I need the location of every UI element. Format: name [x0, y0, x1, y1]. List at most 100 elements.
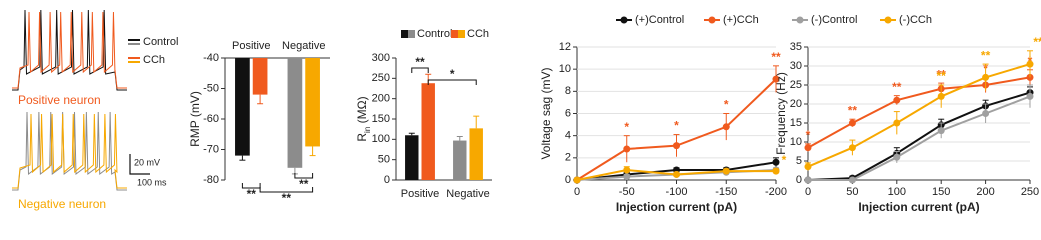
point-label: ** — [848, 103, 858, 117]
y-tick-label: 35 — [790, 41, 802, 53]
point — [804, 163, 812, 171]
y-tick-label: 150 — [372, 113, 390, 125]
legend-label: (-)Control — [811, 14, 857, 26]
x-tick-label: 200 — [976, 186, 994, 198]
y-tick-label: 25 — [790, 79, 802, 91]
bar — [305, 58, 320, 147]
series-line — [807, 91, 1031, 181]
y-tick-label: -40 — [203, 52, 219, 64]
y-tick-label: -70 — [203, 143, 219, 155]
point — [804, 144, 812, 152]
point-label: * — [624, 120, 629, 134]
x-tick-label: 150 — [932, 186, 950, 198]
point — [937, 127, 945, 135]
x-tick-label: Positive — [401, 188, 440, 200]
y-tick-label: 5 — [796, 155, 802, 167]
point — [848, 119, 856, 127]
y-tick-label: 20 — [790, 98, 802, 110]
y-tick-label: 50 — [378, 154, 390, 166]
series-line — [808, 95, 1031, 181]
y-tick-label: 300 — [372, 52, 390, 64]
y-tick-label: 200 — [372, 93, 390, 105]
y-axis-label: Frequency (Hz) — [774, 72, 788, 155]
bar — [405, 135, 419, 180]
legend-label: CCh — [143, 54, 165, 66]
point — [982, 110, 990, 117]
point — [937, 92, 945, 100]
point-label: * — [806, 128, 811, 142]
point-label: ** — [892, 80, 902, 94]
point — [893, 96, 901, 104]
y-tick-label: -60 — [203, 113, 219, 125]
point-label: ** — [937, 67, 947, 81]
y-tick-label: -80 — [203, 174, 219, 186]
legend-swatch — [401, 30, 408, 38]
bar — [421, 83, 435, 180]
point — [1026, 60, 1034, 68]
trace — [12, 9, 127, 91]
y-axis-label: Rin (MΩ) — [355, 96, 371, 141]
x-tick-label: Negative — [446, 188, 489, 200]
legend-label: (-)CCh — [899, 14, 932, 26]
annotation: * — [450, 67, 455, 81]
point — [893, 153, 901, 161]
scale-bar — [129, 154, 150, 175]
point — [623, 145, 631, 153]
y-tick-label: -50 — [203, 82, 219, 94]
bracket — [259, 187, 314, 193]
point — [722, 167, 730, 175]
point — [772, 75, 780, 83]
bar — [469, 128, 483, 180]
y-tick-label: 15 — [790, 117, 802, 129]
y-tick-label: 12 — [559, 41, 571, 53]
legend-label: (+)Control — [635, 14, 684, 26]
y-label-part: (MΩ) — [355, 96, 369, 126]
annotation: ** — [299, 177, 309, 191]
y-tick-label: 10 — [790, 136, 802, 148]
bracket — [294, 173, 314, 179]
scale-v: 20 mV — [134, 157, 160, 167]
legend-marker — [708, 16, 716, 24]
scale-t: 100 ms — [137, 177, 167, 187]
legend-swatch — [451, 30, 458, 38]
bracket — [427, 79, 477, 85]
y-tick-label: 8 — [565, 85, 571, 97]
y-tick-label: 0 — [796, 174, 802, 186]
bracket — [411, 67, 429, 73]
annotation: ** — [415, 55, 425, 69]
x-tick-label: Positive — [232, 40, 271, 52]
point-label: * — [782, 153, 787, 167]
x-tick-label: Negative — [282, 40, 325, 52]
y-axis-label: Voltage sag (mV) — [539, 67, 553, 159]
x-tick-label: 0 — [805, 186, 811, 198]
y-tick-label: 250 — [372, 72, 390, 84]
x-axis-label: Injection current (pA) — [616, 200, 737, 214]
point — [673, 170, 680, 178]
legend-marker — [884, 16, 892, 24]
bar — [235, 58, 250, 156]
trace — [12, 111, 127, 191]
y-tick-label: 30 — [790, 60, 802, 72]
point — [623, 166, 631, 174]
negative-label: Negative neuron — [18, 197, 106, 211]
legend-label: Control — [417, 28, 452, 40]
legend-swatch — [408, 30, 415, 38]
legend-marker — [796, 16, 804, 24]
trace — [12, 11, 127, 89]
x-tick-label: -100 — [665, 186, 687, 198]
annotation: ** — [282, 191, 292, 205]
y-tick-label: 100 — [372, 133, 390, 145]
series-line — [807, 76, 1031, 149]
figure: Control CCh Positive neuron Negative neu… — [12, 9, 1041, 214]
legend-label: CCh — [467, 28, 489, 40]
y-label-part: R — [355, 133, 369, 142]
point — [722, 123, 730, 131]
point-label: * — [674, 119, 679, 133]
point-label: ** — [937, 69, 947, 83]
x-tick-label: 100 — [888, 186, 906, 198]
point — [848, 144, 856, 152]
x-tick-label: -50 — [619, 186, 635, 198]
voltage-traces — [12, 9, 127, 191]
x-tick-label: 50 — [846, 186, 858, 198]
bar — [453, 140, 467, 180]
